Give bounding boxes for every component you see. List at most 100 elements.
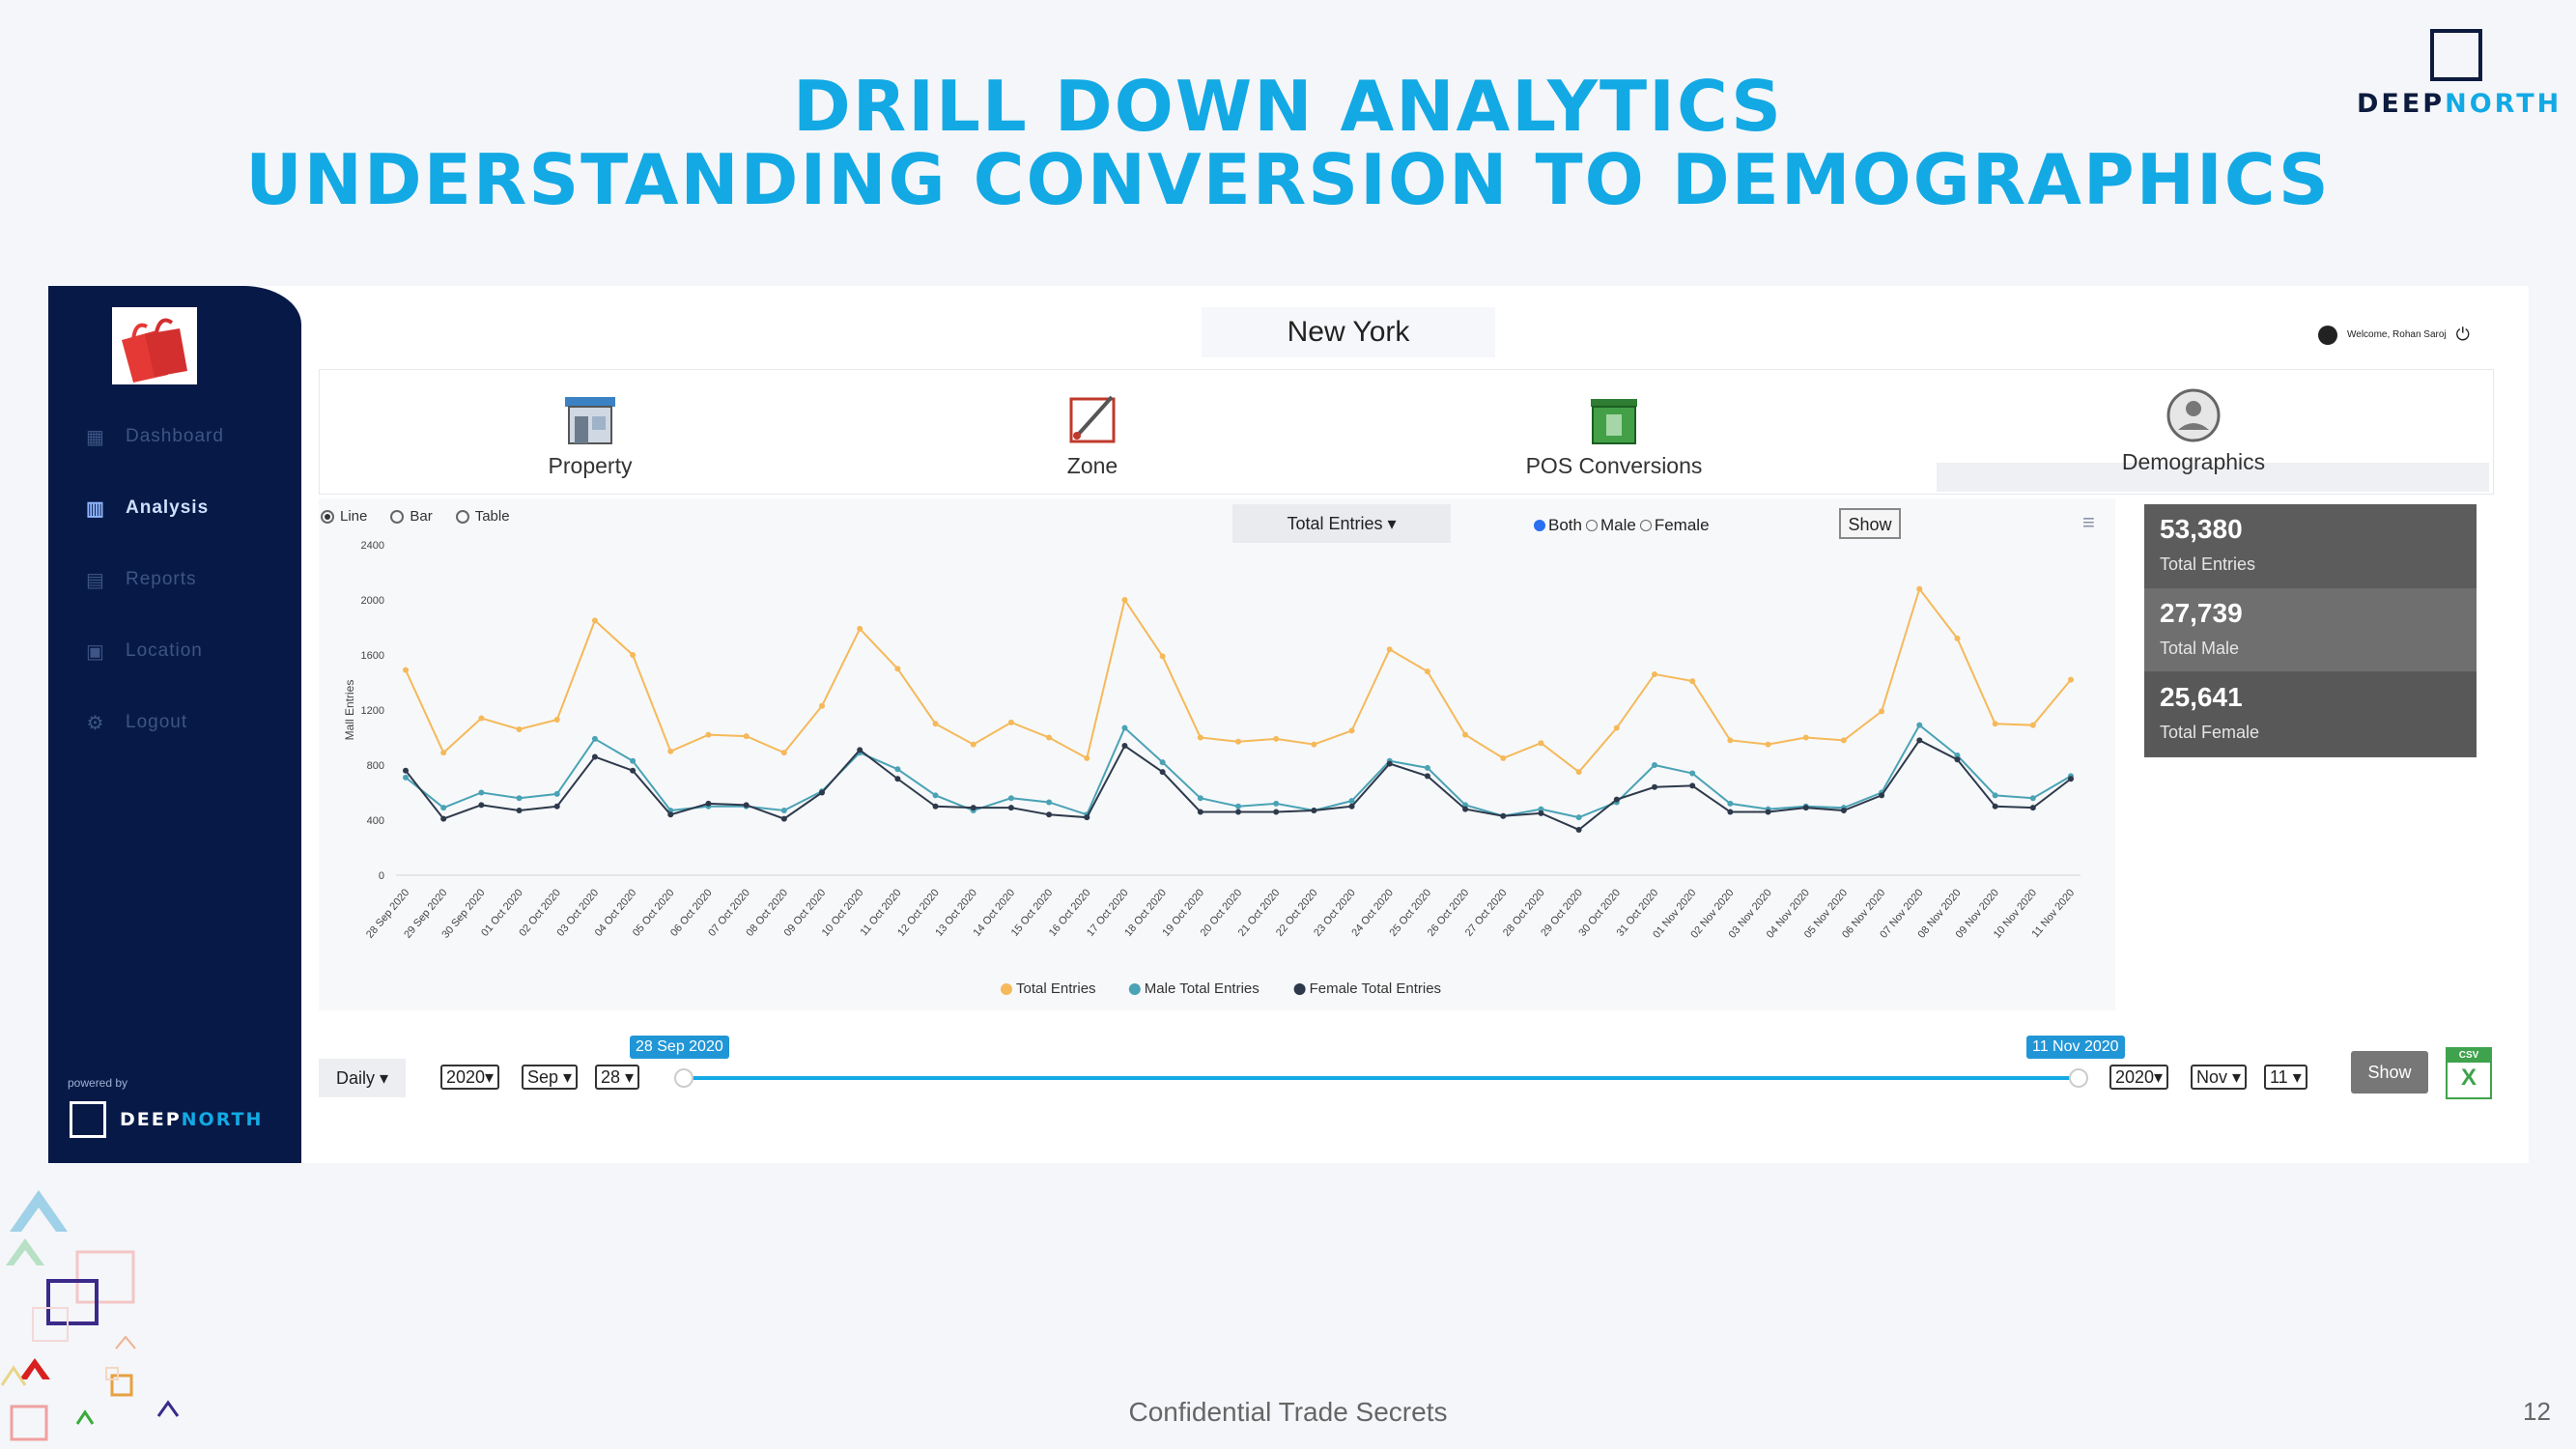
data-point <box>1538 740 1544 747</box>
data-point <box>1311 808 1317 814</box>
end-month-select[interactable]: Nov ▾ <box>2191 1065 2248 1090</box>
start-day-select[interactable]: 28 ▾ <box>595 1065 640 1090</box>
data-point <box>1121 743 1128 750</box>
data-point <box>932 803 939 810</box>
data-point <box>1802 734 1809 741</box>
data-point <box>1424 668 1430 675</box>
granularity-dropdown[interactable]: Daily ▾ <box>319 1059 406 1097</box>
data-point <box>2029 795 2036 802</box>
slide-title-line1: DRILL DOWN ANALYTICS <box>793 66 1783 147</box>
series-line-2 <box>405 739 2072 832</box>
data-point <box>440 815 447 822</box>
data-point <box>1121 724 1128 731</box>
radio-table[interactable]: Table <box>455 508 510 525</box>
data-point <box>1348 798 1355 805</box>
end-year-select[interactable]: 2020▾ <box>2109 1065 2169 1090</box>
user-welcome[interactable]: Welcome, Rohan Saroj ⏻ <box>2318 325 2470 345</box>
sidebar-item-dashboard[interactable]: ▦ Dashboard <box>85 417 297 456</box>
data-point <box>630 757 637 764</box>
radio-bar[interactable]: Bar <box>390 508 433 525</box>
start-month-select[interactable]: Sep ▾ <box>522 1065 579 1090</box>
end-day-select[interactable]: 11 ▾ <box>2264 1065 2307 1090</box>
chart-menu-icon[interactable]: ≡ <box>2082 510 2095 534</box>
data-point <box>1727 800 1734 807</box>
data-point <box>1538 806 1544 812</box>
gender-filter: Both Male Female <box>1534 516 1710 535</box>
sidebar-item-logout[interactable]: ⚙ Logout <box>85 703 297 742</box>
data-point <box>1007 719 1014 725</box>
date-range-slider[interactable] <box>684 1076 2079 1080</box>
caret-down-icon: ▾ <box>1387 514 1397 533</box>
data-point <box>553 716 560 723</box>
tab-property[interactable]: Property <box>513 391 667 479</box>
data-point <box>1500 754 1507 761</box>
data-point <box>1121 597 1128 603</box>
metric-dropdown[interactable]: Total Entries ▾ <box>1232 504 1451 543</box>
data-point <box>932 721 939 727</box>
demographics-icon <box>2165 387 2222 443</box>
sidebar-item-label: Location <box>126 640 203 661</box>
gender-male[interactable]: Male <box>1585 516 1636 535</box>
slider-start-handle[interactable] <box>674 1068 694 1088</box>
sidebar-item-analysis[interactable]: ▥ Analysis <box>85 489 297 527</box>
chart-show-button[interactable]: Show <box>1839 508 1901 539</box>
data-point <box>1007 795 1014 802</box>
data-point <box>1840 808 1847 814</box>
logout-power-icon[interactable]: ⏻ <box>2455 325 2470 344</box>
data-point <box>1689 770 1696 777</box>
data-point <box>667 811 674 818</box>
shopping-bags-logo-icon <box>112 307 197 384</box>
data-point <box>1235 738 1241 745</box>
demographics-tab-highlight <box>1937 463 2489 492</box>
gender-female[interactable]: Female <box>1639 516 1710 535</box>
tab-pos-conversions[interactable]: POS Conversions <box>1498 391 1730 479</box>
csv-export-icon[interactable]: CSV X <box>2446 1047 2492 1099</box>
data-point <box>1879 792 1885 799</box>
data-point <box>970 805 977 811</box>
data-point <box>780 808 787 814</box>
data-point <box>1235 803 1241 810</box>
legend-marker <box>1293 983 1306 995</box>
stats-panel: 53,380 Total Entries 27,739 Total Male 25,… <box>2144 504 2477 757</box>
start-year-select[interactable]: 2020▾ <box>440 1065 500 1090</box>
data-point <box>1159 653 1166 660</box>
data-point <box>970 741 977 748</box>
data-point <box>630 652 637 658</box>
tab-label: Property <box>548 453 633 478</box>
data-point <box>1954 753 1961 759</box>
data-point <box>1992 803 1998 810</box>
data-point <box>1046 811 1053 818</box>
radio-dot <box>455 509 469 524</box>
data-point <box>1613 724 1620 731</box>
data-point <box>705 800 712 807</box>
brand-wordmark: DEEPNORTH <box>2357 89 2562 119</box>
sidebar-item-reports[interactable]: ▤ Reports <box>85 560 297 599</box>
analysis-tabs: Property Zone POS Conversions <box>319 369 2494 495</box>
powered-by-label: powered by <box>68 1076 128 1090</box>
y-axis-label: Mall Entries <box>343 680 356 741</box>
data-point <box>1007 805 1014 811</box>
data-point <box>1916 737 1923 744</box>
zone-icon <box>1063 391 1121 447</box>
data-point <box>478 789 485 796</box>
sidebar-item-location[interactable]: ▣ Location <box>85 632 297 670</box>
page-number: 12 <box>2523 1397 2551 1426</box>
data-point <box>478 802 485 809</box>
gender-both[interactable]: Both <box>1534 516 1582 535</box>
radio-line[interactable]: Line <box>321 508 367 525</box>
data-point <box>1348 803 1355 810</box>
dashboard-icon: ▦ <box>86 426 105 448</box>
data-point <box>1840 737 1847 744</box>
legend-marker <box>1001 983 1012 995</box>
range-show-button[interactable]: Show <box>2351 1051 2428 1094</box>
sidebar-item-label: Reports <box>126 569 197 589</box>
data-point <box>932 792 939 799</box>
deepnorth-logo: DEEPNORTH <box>2357 21 2569 119</box>
tab-demographics[interactable]: Demographics <box>2087 387 2300 475</box>
legend-label: Male Total Entries <box>1145 980 1260 997</box>
data-point <box>1159 769 1166 776</box>
tab-zone[interactable]: Zone <box>1015 391 1170 479</box>
slider-end-handle[interactable] <box>2069 1068 2088 1088</box>
data-point <box>1652 670 1657 677</box>
